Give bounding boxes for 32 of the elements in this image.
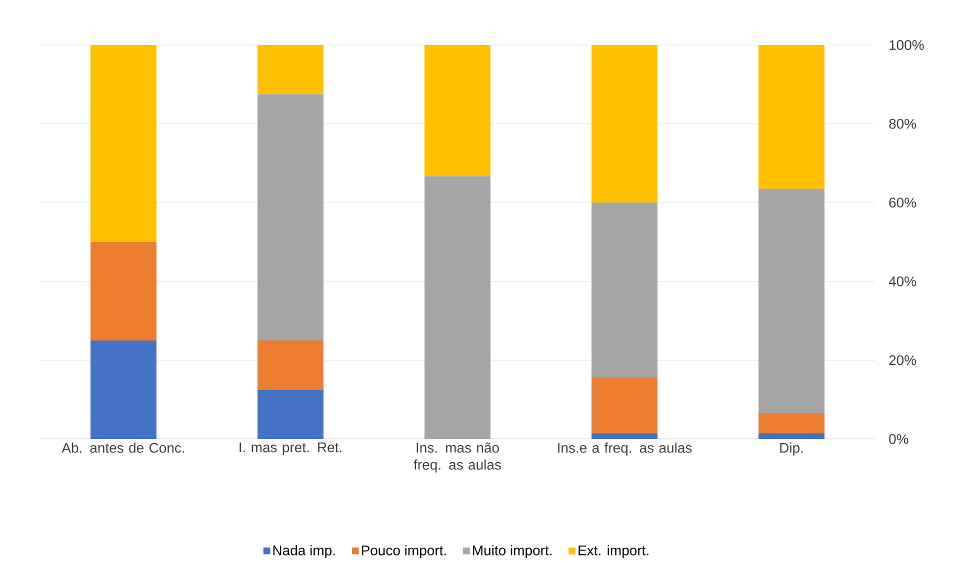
legend-label: Ext. import.	[578, 545, 648, 558]
x-tick-label: Dip.	[780, 442, 803, 456]
bar	[592, 202, 658, 378]
bar	[258, 390, 324, 439]
x-tick-label: Ab. antes de Conc.	[62, 442, 184, 453]
bar	[758, 188, 825, 413]
bar	[592, 44, 658, 203]
bar	[758, 433, 825, 439]
bar	[424, 44, 491, 176]
x-tick-label: Ins. mas não freq. as aulas	[414, 442, 501, 472]
y-tick-label: 100%	[890, 40, 924, 50]
x-tick-label: I. mas pret. Ret.	[240, 442, 342, 456]
y-tick-label: 60%	[889, 198, 916, 208]
bar	[258, 44, 324, 94]
legend-label: Muito import.	[473, 545, 552, 558]
legend-label: Pouco import.	[362, 545, 446, 558]
bar	[258, 94, 324, 340]
y-tick-label: 80%	[889, 118, 916, 129]
bar	[90, 340, 156, 439]
bar	[758, 412, 825, 434]
bar	[592, 377, 658, 434]
bar	[90, 44, 156, 242]
bar	[424, 176, 491, 439]
y-tick-label: 20%	[889, 355, 916, 366]
bar	[258, 340, 324, 390]
y-tick-label: 0%	[889, 434, 908, 444]
y-tick-label: 40%	[888, 276, 916, 286]
bar	[758, 44, 825, 189]
bar	[90, 242, 156, 340]
bar	[592, 433, 658, 439]
legend-label: Nada imp.	[273, 545, 335, 558]
x-tick-label: Ins.e a freq. as aulas	[558, 442, 692, 456]
